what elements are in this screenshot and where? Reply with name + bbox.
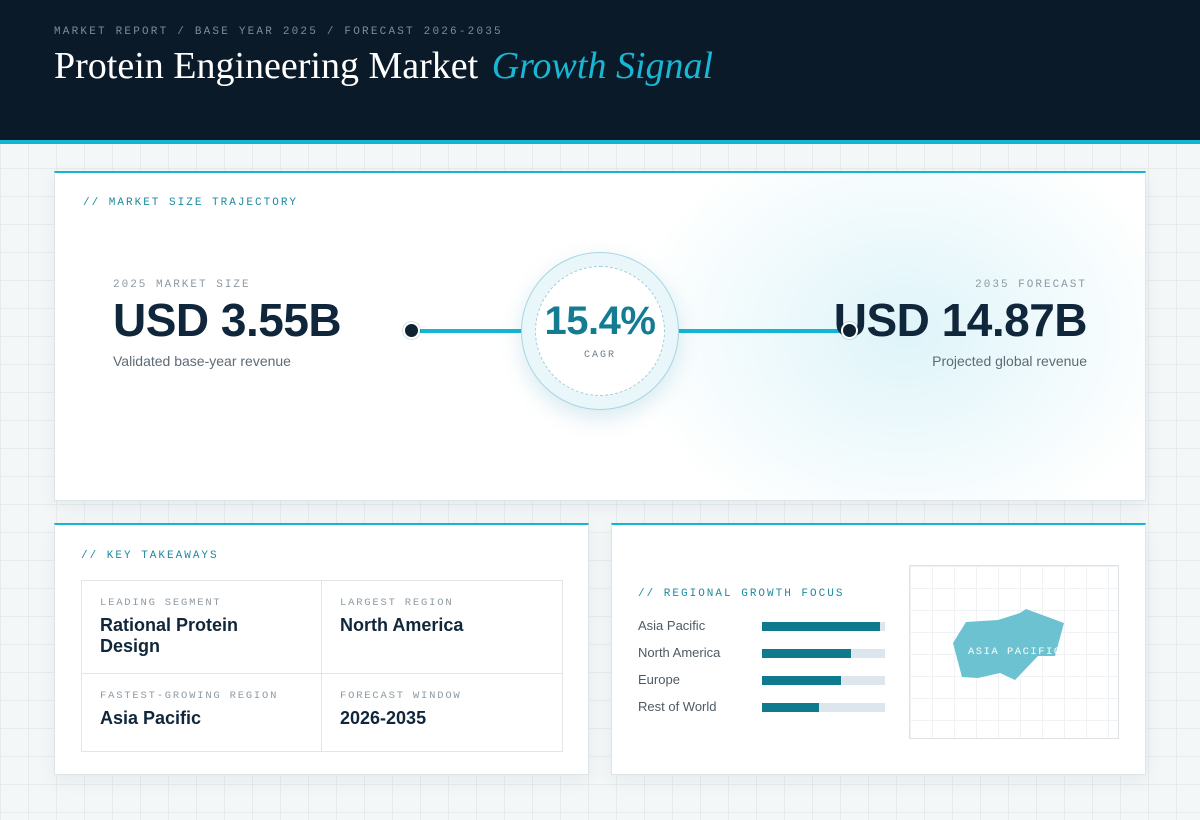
start-point-marker <box>403 322 420 339</box>
region-bar-row: Asia Pacific <box>638 618 888 634</box>
region-bar-row: Europe <box>638 672 888 688</box>
asia-pacific-map-shape <box>953 609 1064 680</box>
takeaway-value: Asia Pacific <box>100 708 202 728</box>
region-bar-fill <box>762 649 851 658</box>
takeaway-fastest-growing-region: FASTEST-GROWING REGION Asia Pacific <box>82 674 322 751</box>
region-name: North America <box>638 645 721 660</box>
region-bar-track <box>762 676 885 685</box>
forecast-value: USD 14.87B <box>833 294 1088 346</box>
breadcrumb: MARKET REPORT / BASE YEAR 2025 / FORECAS… <box>54 26 503 38</box>
map-region-label: ASIA PACIFIC <box>968 646 1062 658</box>
regional-growth-card: // REGIONAL GROWTH FOCUS Asia Pacific No… <box>611 523 1146 775</box>
base-year-value: USD 3.55B <box>113 294 342 346</box>
cagr-label: CAGR <box>583 350 616 361</box>
forecast-caption: 2035 FORECAST <box>975 279 1087 291</box>
takeaway-value: 2026-2035 <box>340 708 427 728</box>
regional-section-label: // REGIONAL GROWTH FOCUS <box>638 588 845 600</box>
region-bar-row: Rest of World <box>638 699 888 715</box>
takeaway-caption: FORECAST WINDOW <box>340 690 462 702</box>
page-title-accent: Growth Signal <box>491 45 714 87</box>
cagr-value: 15.4% <box>544 299 656 343</box>
key-takeaways-card: // KEY TAKEAWAYS LEADING SEGMENT Rationa… <box>54 523 589 775</box>
region-name: Europe <box>638 672 680 687</box>
forecast-subtitle: Projected global revenue <box>932 353 1087 369</box>
takeaway-caption: FASTEST-GROWING REGION <box>100 690 279 702</box>
page-title-main: Protein Engineering Market <box>54 45 479 87</box>
takeaway-caption: LARGEST REGION <box>340 597 454 609</box>
report-header: MARKET REPORT / BASE YEAR 2025 / FORECAS… <box>0 0 1200 144</box>
region-bar-row: North America <box>638 645 888 661</box>
region-bar-track <box>762 622 885 631</box>
takeaway-value: North America <box>340 615 464 635</box>
region-bar-fill <box>762 622 881 631</box>
takeaway-largest-region: LARGEST REGION North America <box>322 581 562 674</box>
takeaways-grid: LEADING SEGMENT Rational Protein Design … <box>81 580 563 752</box>
cagr-badge: 15.4% CAGR <box>521 252 679 410</box>
region-bar-fill <box>762 676 841 685</box>
forecast-glow <box>625 173 1145 500</box>
takeaways-section-label: // KEY TAKEAWAYS <box>81 550 219 562</box>
page-title: Protein Engineering Market Growth Signal <box>54 44 713 88</box>
region-map: ASIA PACIFIC <box>909 565 1119 739</box>
end-point-marker <box>841 322 858 339</box>
region-bar-track <box>762 649 885 658</box>
region-name: Rest of World <box>638 699 717 714</box>
takeaway-value: Rational Protein Design <box>100 615 239 656</box>
cagr-inner-ring <box>535 266 665 396</box>
takeaway-forecast-window: FORECAST WINDOW 2026-2035 <box>322 674 562 751</box>
region-name: Asia Pacific <box>638 618 706 633</box>
market-size-trajectory-card: // MARKET SIZE TRAJECTORY 2025 MARKET SI… <box>54 171 1146 501</box>
trajectory-section-label: // MARKET SIZE TRAJECTORY <box>83 197 299 209</box>
region-bar-track <box>762 703 885 712</box>
base-year-caption: 2025 MARKET SIZE <box>113 279 251 291</box>
takeaway-caption: LEADING SEGMENT <box>100 597 222 609</box>
region-bar-fill <box>762 703 819 712</box>
base-year-subtitle: Validated base-year revenue <box>113 353 291 369</box>
takeaway-leading-segment: LEADING SEGMENT Rational Protein Design <box>82 581 322 674</box>
